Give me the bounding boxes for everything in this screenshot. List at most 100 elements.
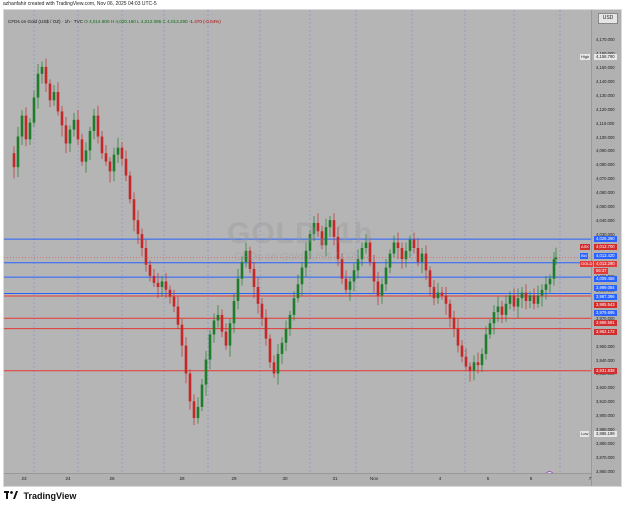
candle-body (448, 303, 452, 318)
currency-button[interactable]: USD (598, 13, 618, 24)
candle-body (384, 267, 388, 285)
chart-frame[interactable]: GOLD, 1h CFDs on Gold (US$ / OZ) CFDs on… (3, 9, 622, 487)
candle-body (312, 222, 316, 235)
candle-body (200, 384, 204, 407)
legend-symbol: CFDs on Gold (US$ / OZ) · 1h · TVC (8, 19, 83, 24)
candle-body (40, 66, 44, 74)
candle-body (300, 267, 304, 285)
candle-body (188, 373, 192, 402)
candle-body (28, 122, 32, 140)
candle-body (292, 298, 296, 315)
candle-body (168, 289, 172, 297)
candle-body (44, 66, 48, 84)
candle-body (492, 312, 496, 324)
candle-body (324, 227, 328, 246)
candle-body (184, 345, 188, 374)
candle-body (512, 295, 516, 307)
price-tag: 4,026.390 (594, 236, 617, 243)
candle-body (460, 345, 464, 357)
candle-body (176, 306, 180, 325)
candle-body (88, 130, 92, 151)
candle-body (480, 353, 484, 366)
legend-open: O 4,014.800 (84, 19, 110, 24)
candle-body (56, 91, 60, 112)
price-tag: 3,979.695 (594, 310, 617, 317)
candle-body (508, 295, 512, 304)
price-tick-label: 4,040.000 (596, 218, 615, 224)
price-tag: 3,886.199 (594, 431, 617, 438)
price-tick-label: 4,070.000 (596, 176, 615, 182)
tradingview-footer: TradingView (4, 491, 76, 501)
candle-body (148, 264, 152, 276)
candle-body (264, 317, 268, 339)
price-tag: 3,962.172 (594, 328, 617, 335)
candle-body (288, 314, 292, 329)
candle-body (204, 359, 208, 385)
time-axis[interactable] (4, 473, 591, 486)
time-tick-label: 7 (588, 476, 592, 481)
candle-body (84, 150, 88, 162)
price-tag-label: GOLD (580, 260, 594, 267)
price-tick-label: 3,880.000 (596, 441, 615, 447)
time-tick-label: 26 (109, 476, 115, 481)
price-tag: 3,987.396 (594, 294, 617, 301)
candle-body (236, 278, 240, 301)
candle-body (244, 250, 248, 262)
candle-body (272, 362, 276, 374)
candle-body (360, 248, 364, 260)
candle-body (160, 281, 164, 288)
price-tag: 3,999.084 (594, 285, 617, 292)
candle-body (16, 136, 20, 168)
legend-close: C 4,013.290 (162, 19, 188, 24)
candle-body (554, 257, 558, 260)
candle-body (196, 406, 200, 419)
candle-body (124, 158, 128, 176)
price-tag: 56:37 (594, 268, 609, 275)
candle-body (228, 323, 232, 346)
candle-body (332, 220, 336, 237)
candle-body (552, 259, 556, 279)
candlestick-chart[interactable] (4, 10, 591, 473)
candle-body (152, 275, 156, 283)
price-tick-label: 4,130.000 (596, 92, 615, 98)
time-tick-label: 24 (65, 476, 71, 481)
candle-body (128, 175, 132, 200)
chart-caption: azhanfahir created with TradingView.com,… (3, 1, 157, 7)
candle-body (540, 289, 544, 296)
candle-body (340, 259, 344, 279)
candle-body (24, 115, 28, 140)
candle-body (416, 248, 420, 262)
price-tag: 4,013.700 (594, 244, 617, 251)
plot-area[interactable]: GOLD, 1h CFDs on Gold (US$ / OZ) CFDs on… (4, 10, 591, 480)
candle-body (548, 278, 552, 285)
candle-body (396, 242, 400, 249)
candle-body (520, 292, 524, 299)
candle-body (108, 161, 112, 172)
candle-body (544, 284, 548, 290)
candle-body (408, 239, 412, 251)
candle-body (208, 334, 212, 360)
legend-high: H 4,020.180 (110, 19, 136, 24)
price-tick-label: 3,930.000 (596, 371, 615, 377)
candle-body (240, 261, 244, 279)
candle-body (132, 199, 136, 221)
candle-body (68, 129, 72, 144)
candle-body (488, 323, 492, 335)
candle-body (344, 278, 348, 290)
candle-body (60, 111, 64, 126)
candle-body (476, 362, 480, 366)
candle-body (436, 292, 440, 299)
candle-body (52, 91, 56, 101)
price-tag: 4,156.790 (594, 54, 617, 61)
tradingview-logo-icon (4, 491, 18, 501)
symbol-watermark: GOLD, 1h (227, 217, 374, 250)
price-tag: 3,985.543 (594, 302, 617, 309)
price-tick-label: 3,970.000 (596, 315, 615, 321)
price-tick-label: 3,910.000 (596, 399, 615, 405)
candle-body (484, 334, 488, 354)
candle-body (320, 231, 324, 246)
candle-body (80, 139, 84, 162)
candle-body (296, 284, 300, 299)
candle-body (400, 248, 404, 260)
candle-body (120, 147, 124, 159)
